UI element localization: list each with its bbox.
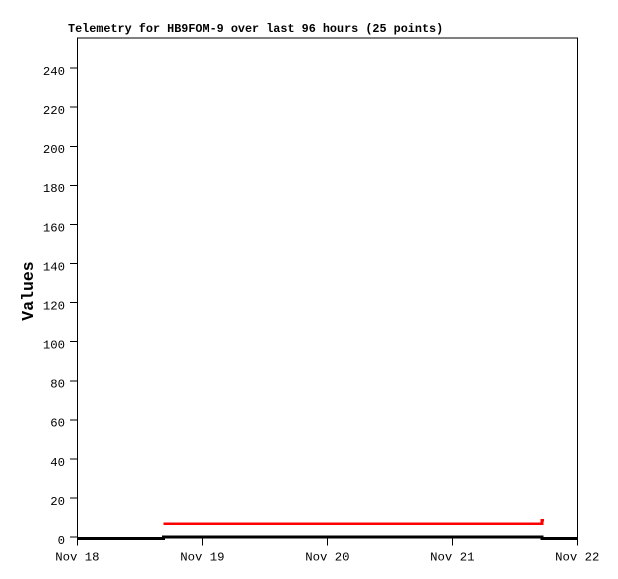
svg-text:Nov 22: Nov 22 [555,551,599,565]
svg-text:100: 100 [43,339,65,353]
svg-text:60: 60 [50,417,65,431]
svg-text:180: 180 [43,182,65,196]
svg-text:240: 240 [43,65,65,79]
svg-text:0: 0 [58,534,65,548]
svg-text:80: 80 [50,378,65,392]
svg-text:Nov 19: Nov 19 [180,551,224,565]
svg-text:140: 140 [43,260,65,274]
svg-text:200: 200 [43,143,65,157]
svg-text:Nov 18: Nov 18 [55,551,99,565]
svg-text:40: 40 [50,456,65,470]
svg-text:Nov 20: Nov 20 [305,551,349,565]
svg-text:160: 160 [43,221,65,235]
svg-text:Nov 21: Nov 21 [430,551,474,565]
svg-text:220: 220 [43,104,65,118]
svg-text:20: 20 [50,495,65,509]
svg-text:120: 120 [43,300,65,314]
